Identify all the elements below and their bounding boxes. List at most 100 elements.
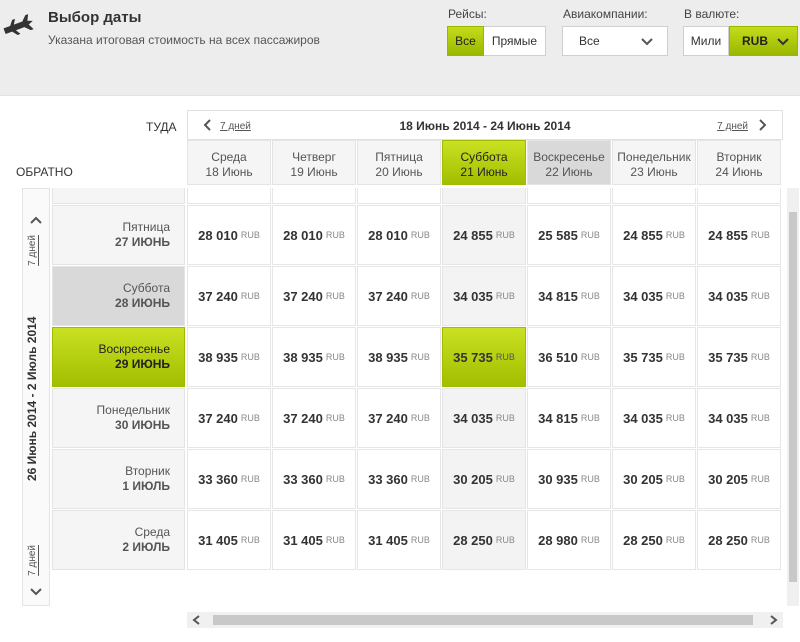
price-cell[interactable]: 36 510 RUB xyxy=(527,327,611,387)
chevron-left-icon[interactable] xyxy=(191,614,203,626)
price-cell[interactable]: 38 935 RUB xyxy=(187,327,271,387)
price-cell[interactable]: 38 935 RUB xyxy=(272,327,356,387)
price-currency: RUB xyxy=(325,352,345,362)
row-header[interactable]: Среда 2 ИЮЛЬ xyxy=(52,510,185,570)
price-cell[interactable]: 28 250 RUB xyxy=(612,510,696,570)
price-cell[interactable]: 28 250 RUB xyxy=(442,510,526,570)
price-cell[interactable]: 35 735 RUB xyxy=(697,327,781,387)
horizontal-scrollbar[interactable] xyxy=(187,612,783,628)
vertical-scrollbar-thumb[interactable] xyxy=(789,212,797,582)
price-cell[interactable]: 34 035 RUB xyxy=(697,266,781,326)
column-date: 22 Июнь xyxy=(545,165,593,179)
price-value: 28 250 xyxy=(623,532,663,548)
airlines-select-value: Все xyxy=(579,34,600,48)
chevron-down-icon xyxy=(777,38,789,46)
price-cell[interactable]: 28 980 RUB xyxy=(527,510,611,570)
airlines-select[interactable]: Все xyxy=(562,26,668,56)
row-date: 30 ИЮНЬ xyxy=(115,418,170,432)
price-cell[interactable]: 24 855 RUB xyxy=(612,205,696,265)
column-header[interactable]: Суббота 21 Июнь xyxy=(442,140,526,185)
price-value: 28 250 xyxy=(708,532,748,548)
price-cell[interactable]: 34 035 RUB xyxy=(697,388,781,448)
price-cell[interactable]: 24 855 RUB xyxy=(442,205,526,265)
row-header[interactable]: Суббота 28 ИЮНЬ xyxy=(52,266,185,326)
price-value: 38 935 xyxy=(368,349,408,365)
row-header[interactable]: Воскресенье 29 ИЮНЬ xyxy=(52,327,185,387)
price-value: 34 035 xyxy=(708,410,748,426)
price-cell[interactable]: 37 240 RUB xyxy=(357,388,441,448)
price-cell[interactable]: 24 855 RUB xyxy=(697,205,781,265)
price-cell[interactable]: 28 250 RUB xyxy=(697,510,781,570)
price-currency: RUB xyxy=(495,352,515,362)
column-header[interactable]: Четверг 19 Июнь xyxy=(272,140,356,185)
price-cell[interactable]: 37 240 RUB xyxy=(272,388,356,448)
price-cell[interactable]: 34 035 RUB xyxy=(612,266,696,326)
price-currency: RUB xyxy=(325,413,345,423)
row-day: Воскресенье xyxy=(98,342,170,356)
row-header[interactable]: Пятница 27 ИЮНЬ xyxy=(52,205,185,265)
price-cell[interactable]: 37 240 RUB xyxy=(357,266,441,326)
flights-direct-button[interactable]: Прямые xyxy=(484,26,546,56)
row-header[interactable]: Четверг26 ИЮНЬ xyxy=(52,188,185,204)
price-cell[interactable]: 34 035 RUB xyxy=(442,266,526,326)
chevron-right-icon[interactable] xyxy=(767,614,779,626)
price-cell[interactable]: 34 035 RUB xyxy=(442,388,526,448)
chevron-down-icon[interactable] xyxy=(30,585,42,597)
price-cell[interactable]: 37 240 RUB xyxy=(187,266,271,326)
price-cell[interactable]: 34 815 RUB xyxy=(527,388,611,448)
price-cell[interactable]: 31 405 RUB xyxy=(272,510,356,570)
row-header[interactable]: Вторник 1 ИЮЛЬ xyxy=(52,449,185,509)
price-cell[interactable]: 34 815 RUB xyxy=(527,266,611,326)
prev-week-link[interactable]: 7 дней xyxy=(220,121,251,132)
column-header[interactable]: Понедельник 23 Июнь xyxy=(612,140,696,185)
price-currency: RUB xyxy=(750,535,770,545)
horizontal-scrollbar-thumb[interactable] xyxy=(213,615,753,625)
price-currency: RUB xyxy=(750,352,770,362)
currency-miles-button[interactable]: Мили xyxy=(683,26,729,56)
price-currency: RUB xyxy=(665,352,685,362)
price-currency: RUB xyxy=(750,474,770,484)
price-cell[interactable]: 31 405 RUB xyxy=(187,510,271,570)
chevron-up-icon[interactable] xyxy=(30,215,42,227)
currency-select[interactable]: RUB xyxy=(729,26,798,56)
flights-all-button[interactable]: Все xyxy=(447,26,484,56)
price-currency: RUB xyxy=(410,413,430,423)
column-header[interactable]: Среда 18 Июнь xyxy=(187,140,271,185)
price-cell[interactable]: 28 010 RUB xyxy=(272,205,356,265)
price-value: 37 240 xyxy=(198,288,238,304)
price-cell[interactable]: 34 035 RUB xyxy=(612,388,696,448)
row-date: 2 ИЮЛЬ xyxy=(122,540,170,554)
vertical-scrollbar[interactable] xyxy=(787,188,799,606)
price-cell[interactable]: 35 735 RUB xyxy=(612,327,696,387)
column-header[interactable]: Воскресенье 22 Июнь xyxy=(527,140,611,185)
price-cell[interactable]: 37 240 RUB xyxy=(187,388,271,448)
price-cell[interactable]: 37 240 RUB xyxy=(272,266,356,326)
price-cell[interactable]: 28 010 RUB xyxy=(357,205,441,265)
price-currency: RUB xyxy=(665,413,685,423)
price-cell[interactable]: 38 935 RUB xyxy=(357,327,441,387)
price-cell[interactable]: 28 010 RUB xyxy=(187,205,271,265)
column-header[interactable]: Пятница 20 Июнь xyxy=(357,140,441,185)
price-cell[interactable]: 31 405 RUB xyxy=(357,510,441,570)
chevron-left-icon[interactable] xyxy=(202,119,214,131)
price-cell[interactable]: 35 735 RUB xyxy=(442,327,526,387)
chevron-right-icon[interactable] xyxy=(756,119,768,131)
column-header[interactable]: Вторник 24 Июнь xyxy=(697,140,781,185)
price-cell[interactable]: 25 585 RUB xyxy=(527,205,611,265)
next-week-link[interactable]: 7 дней xyxy=(717,121,748,132)
row-header[interactable]: Понедельник 30 ИЮНЬ xyxy=(52,388,185,448)
